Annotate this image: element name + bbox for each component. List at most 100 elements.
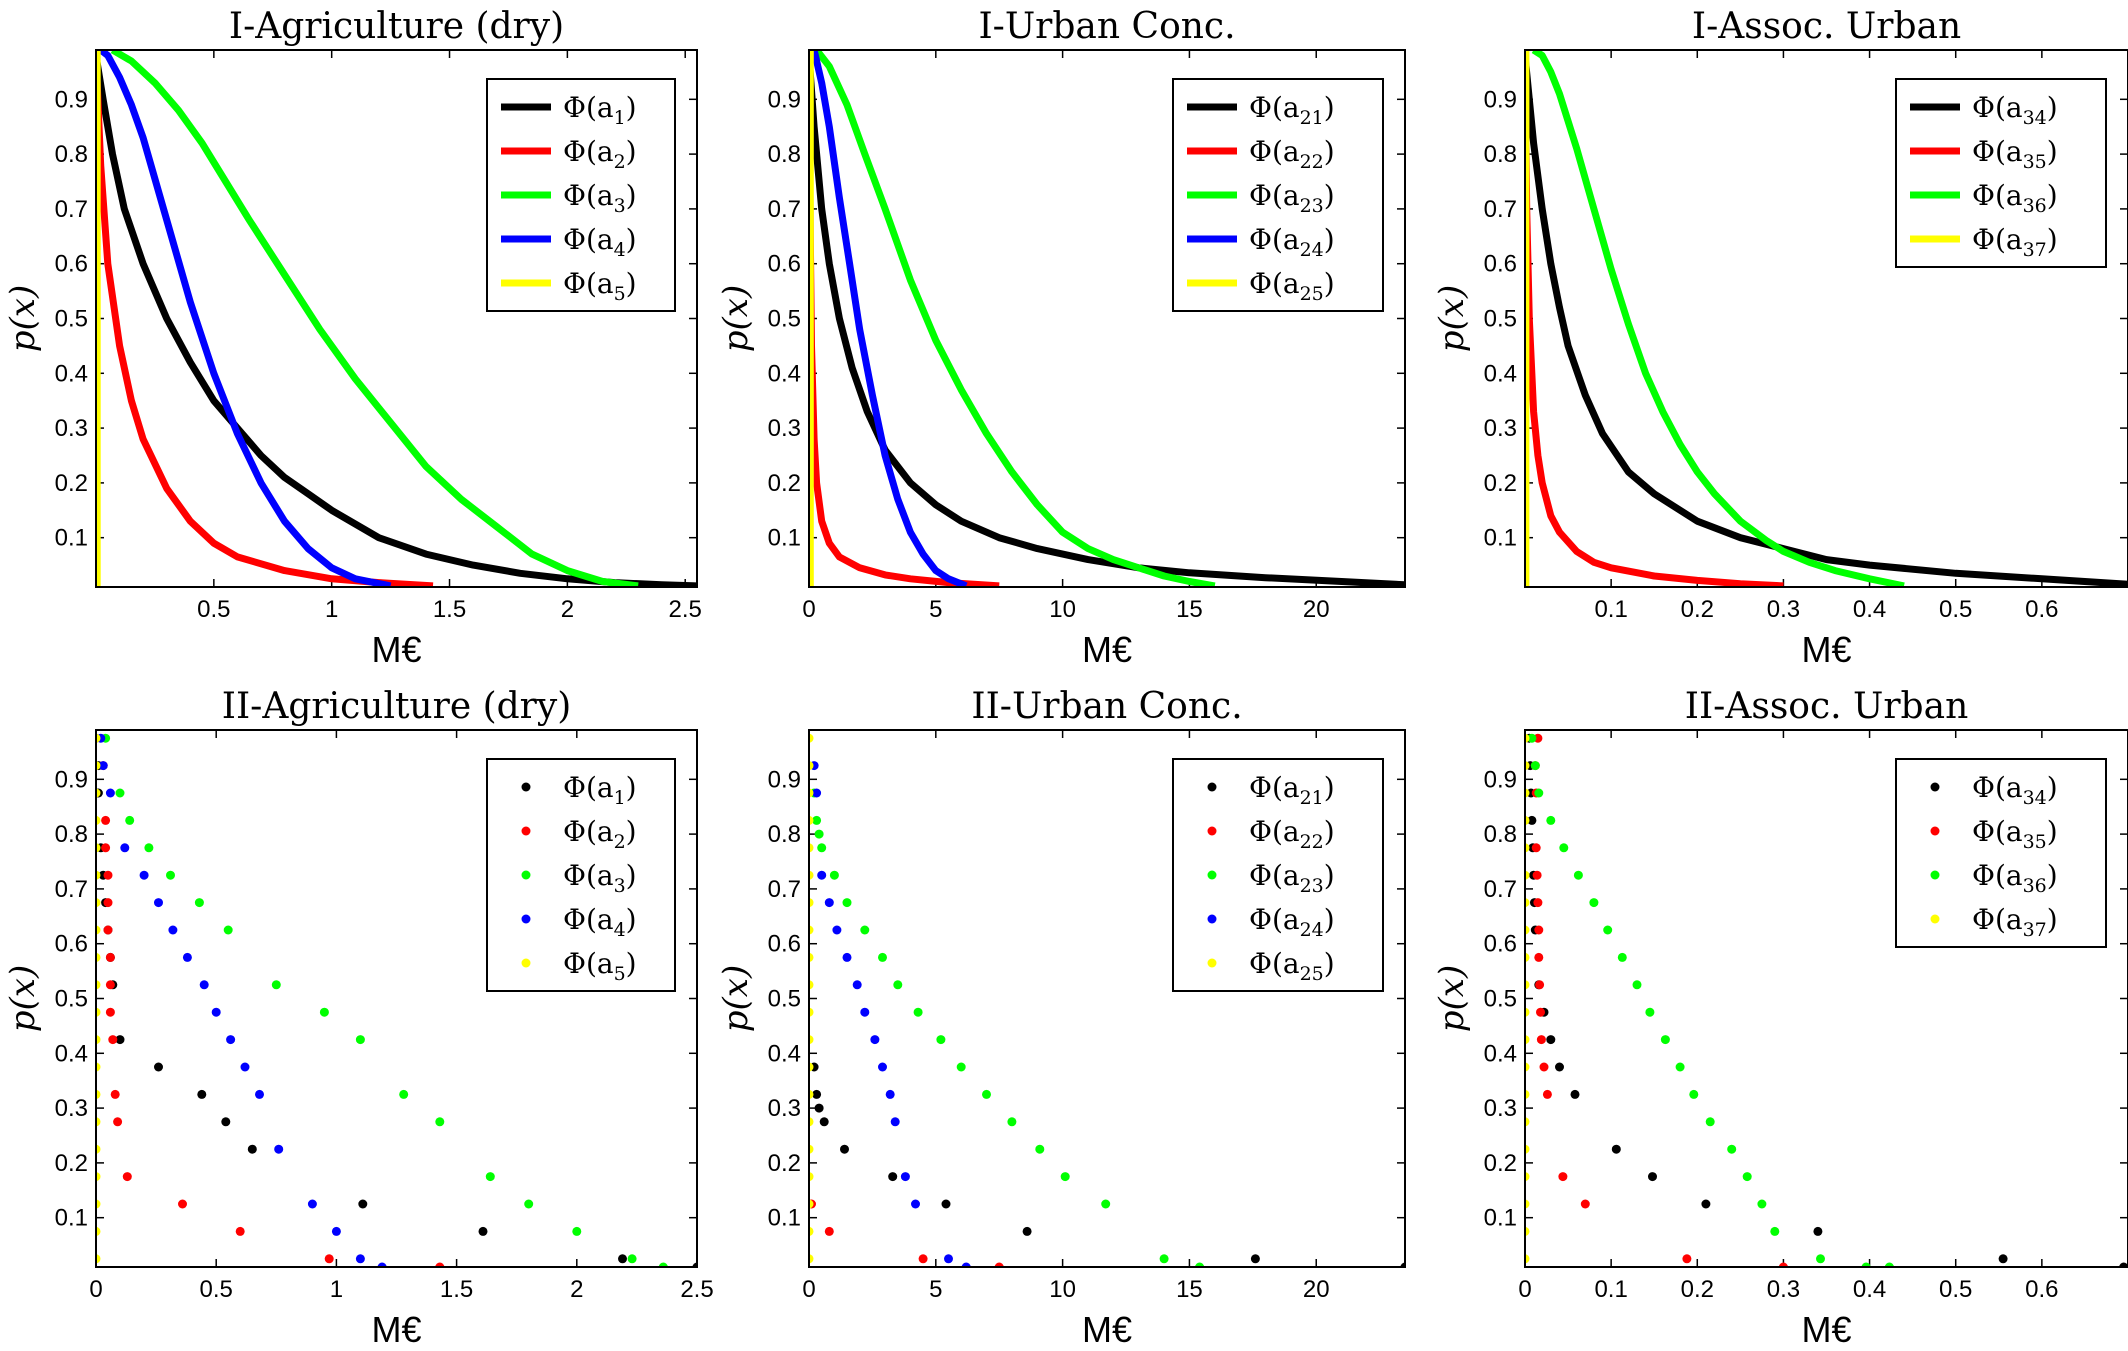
y-tick-label: 0.1 (1484, 1205, 1517, 1232)
data-point-24 (860, 1007, 870, 1017)
panel-title: II-Agriculture (dry) (222, 686, 572, 727)
data-point-36 (1770, 1226, 1780, 1236)
data-point-3 (485, 1172, 495, 1182)
data-point-24 (832, 925, 842, 935)
data-point-23 (817, 843, 827, 853)
x-tick-label: 1 (325, 596, 338, 623)
legend-entry-symbol: Φ(a (563, 91, 614, 124)
data-point-35 (1536, 1007, 1545, 1017)
legend-entry: Φ(a34) (1972, 771, 2058, 809)
data-point-23 (829, 870, 839, 880)
x-axis-label: M€ (1082, 629, 1132, 670)
legend-entry-close: ) (1324, 771, 1335, 804)
legend-swatch (521, 826, 531, 836)
data-point-4 (199, 980, 209, 990)
y-tick-label: 0.2 (768, 1150, 801, 1177)
data-point-5 (96, 761, 101, 771)
data-point-23 (913, 1007, 923, 1017)
y-tick-label: 0.2 (55, 470, 88, 497)
legend-entry: Φ(a5) (563, 947, 637, 985)
legend-entry-subscript: 3 (614, 195, 626, 217)
data-point-2 (122, 1172, 132, 1182)
legend: Φ(a1)Φ(a2)Φ(a3)Φ(a4)Φ(a5) (486, 758, 676, 992)
data-point-34 (1611, 1144, 1621, 1154)
y-tick-label: 0.3 (768, 415, 801, 442)
data-point-36 (1632, 980, 1642, 990)
data-point-35 (1542, 1089, 1552, 1099)
y-tick-label: 0.5 (55, 306, 88, 333)
legend-entry-symbol: Φ(a (1249, 815, 1300, 848)
legend-swatch (1930, 782, 1940, 792)
data-point-1 (221, 1117, 231, 1127)
data-point-37 (1525, 1035, 1530, 1045)
data-point-37 (1525, 733, 1530, 743)
data-point-37 (1525, 843, 1530, 853)
y-tick-label: 0.3 (1484, 1095, 1517, 1122)
data-point-5 (96, 1035, 101, 1045)
legend-entry-close: ) (2047, 91, 2058, 124)
x-axis-label: M€ (1082, 1309, 1132, 1350)
data-point-34 (1570, 1089, 1580, 1099)
y-tick-label: 0.7 (1484, 876, 1517, 903)
legend-entry-close: ) (626, 223, 637, 256)
data-point-36 (1530, 761, 1540, 771)
x-tick-label: 0 (802, 596, 815, 623)
legend-entry-close: ) (1324, 815, 1335, 848)
data-point-25 (809, 980, 814, 990)
y-tick-label: 0.9 (1484, 86, 1517, 113)
data-point-4 (355, 1254, 365, 1264)
data-point-24 (812, 788, 822, 798)
legend: Φ(a21)Φ(a22)Φ(a23)Φ(a24)Φ(a25) (1172, 758, 1384, 992)
panel-title: I-Urban Conc. (978, 6, 1235, 47)
legend-entry-symbol: Φ(a (563, 903, 614, 936)
y-tick-label: 0.4 (1484, 360, 1517, 387)
y-tick-label: 0.3 (55, 1095, 88, 1122)
data-point-34 (1546, 1035, 1556, 1045)
legend-entry-close: ) (626, 903, 637, 936)
data-point-37 (1525, 952, 1530, 962)
legend-entry: Φ(a36) (1972, 859, 2058, 897)
data-point-23 (936, 1035, 946, 1045)
legend-box (1895, 758, 2107, 948)
data-point-4 (377, 1262, 387, 1267)
data-point-35 (1580, 1199, 1590, 1209)
data-point-24 (890, 1117, 900, 1127)
data-point-36 (1573, 870, 1583, 880)
data-point-37 (1525, 898, 1530, 908)
data-point-23 (1159, 1254, 1169, 1264)
data-point-5 (96, 733, 101, 743)
legend-entry-symbol: Φ(a (1972, 223, 2023, 256)
legend-entry-symbol: Φ(a (563, 135, 614, 168)
data-point-2 (113, 1117, 123, 1127)
data-point-24 (817, 870, 827, 880)
legend-entry: Φ(a23) (1249, 179, 1335, 217)
data-point-37 (1525, 1172, 1530, 1182)
data-point-2 (103, 870, 113, 880)
data-point-36 (1675, 1062, 1685, 1072)
legend-entry-close: ) (2047, 135, 2058, 168)
legend-entry-symbol: Φ(a (1249, 771, 1300, 804)
data-point-5 (96, 1226, 101, 1236)
legend-swatch (521, 958, 531, 968)
axes-frame (1524, 729, 2128, 1268)
data-point-3 (658, 1262, 668, 1267)
data-point-24 (852, 980, 862, 990)
y-tick-label: 0.5 (55, 986, 88, 1013)
y-tick-label: 0.3 (768, 1095, 801, 1122)
series-line-21 (809, 55, 1405, 587)
data-point-3 (319, 1007, 329, 1017)
series-line-36 (1531, 50, 1905, 587)
x-tick-label: 0.5 (197, 596, 230, 623)
data-point-37 (1525, 925, 1530, 935)
legend-entry-symbol: Φ(a (1249, 947, 1300, 980)
data-point-2 (105, 980, 115, 990)
data-point-35 (1533, 898, 1543, 908)
legend-entry: Φ(a22) (1249, 135, 1335, 173)
data-point-35 (1534, 925, 1544, 935)
data-point-4 (226, 1035, 236, 1045)
legend-entry-close: ) (626, 91, 637, 124)
data-point-5 (96, 1117, 101, 1127)
data-point-35 (1536, 1035, 1546, 1045)
legend-entry-close: ) (1324, 179, 1335, 212)
legend-entry-close: ) (1324, 947, 1335, 980)
